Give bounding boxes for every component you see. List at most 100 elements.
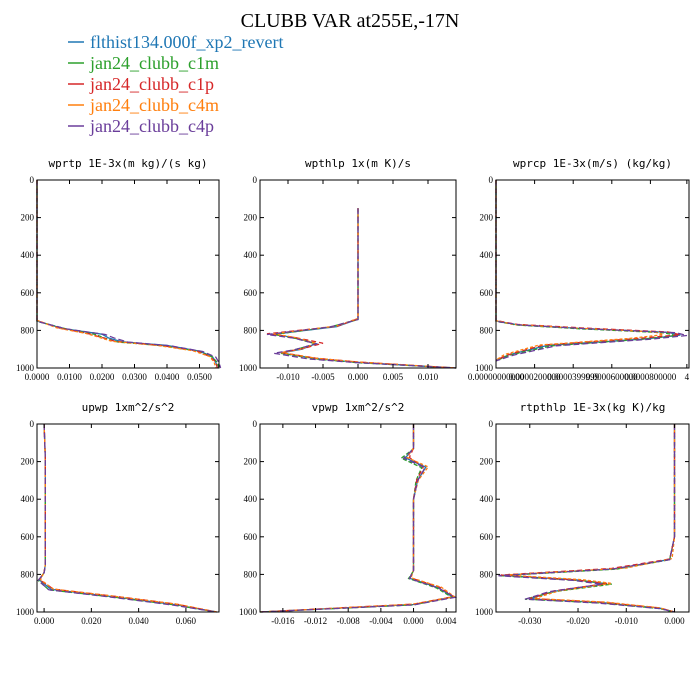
- panel-title: vpwp 1xm^2/s^2: [312, 401, 405, 414]
- series-line: [273, 208, 457, 369]
- x-tick-label: 0.040: [129, 616, 150, 626]
- y-tick-label: 200: [244, 213, 258, 223]
- y-tick-label: 600: [480, 288, 494, 298]
- series-line: [273, 208, 457, 369]
- x-tick-label: 0.0400: [155, 372, 180, 382]
- y-tick-label: 600: [21, 532, 35, 542]
- y-tick-label: 200: [480, 457, 494, 467]
- series-line: [37, 423, 217, 613]
- panels: wprtp 1E-3x(m kg)/(s kg)0200400600800100…: [16, 157, 690, 626]
- x-tick-label: 0.0100: [57, 372, 82, 382]
- series-line: [36, 180, 222, 369]
- series-line: [500, 424, 676, 613]
- chart-panel: vpwp 1xm^2/s^2 0 200 400 600 800 1000 -0.016 -0.…: [239, 401, 458, 626]
- x-tick-label: -0.030: [518, 616, 542, 626]
- x-tick-label: 0.005: [383, 372, 404, 382]
- series-line: [36, 180, 219, 369]
- x-tick-label: -0.010: [615, 616, 639, 626]
- x-tick-label: 0.010: [418, 372, 439, 382]
- y-tick-label: 1000: [16, 607, 35, 617]
- series-line: [266, 208, 457, 369]
- series-line: [37, 423, 217, 613]
- x-tick-label: 0.0000: [25, 372, 50, 382]
- y-tick-label: 600: [21, 288, 35, 298]
- y-tick-label: 600: [480, 532, 494, 542]
- y-tick-label: 0: [253, 419, 258, 429]
- series-line: [36, 180, 219, 369]
- x-tick-label: -0.010: [276, 372, 300, 382]
- series-line: [498, 424, 676, 613]
- plot-frame: [259, 423, 457, 613]
- y-tick-label: 0: [30, 419, 35, 429]
- plot-frame: [495, 179, 690, 369]
- x-tick-label: 0.0300: [122, 372, 147, 382]
- panel-title: wpthlp 1x(m K)/s: [305, 157, 411, 170]
- plot-frame: [36, 179, 220, 369]
- y-tick-label: 0: [253, 175, 258, 185]
- x-tick-label: 0.0000399999: [547, 372, 599, 382]
- x-tick-label: 0.0200: [90, 372, 115, 382]
- panel-title: rtpthlp 1E-3x(kg K)/kg: [520, 401, 666, 414]
- series-line: [36, 180, 220, 369]
- y-tick-label: 200: [480, 213, 494, 223]
- y-tick-label: 800: [480, 325, 494, 335]
- y-tick-label: 800: [21, 569, 35, 579]
- x-tick-label: 0.000: [34, 616, 55, 626]
- y-tick-label: 0: [30, 175, 35, 185]
- series-line: [500, 424, 676, 613]
- x-tick-label: 0.0500: [187, 372, 212, 382]
- x-tick-label: 0.0000800000: [625, 372, 677, 382]
- y-tick-label: 600: [244, 532, 258, 542]
- legend-label: jan24_clubb_c1p: [89, 74, 214, 94]
- y-tick-label: 800: [480, 569, 494, 579]
- x-tick-label: 0.004: [436, 616, 457, 626]
- panel-title: wprcp 1E-3x(m/s) (kg/kg): [513, 157, 672, 170]
- y-tick-label: 400: [21, 494, 35, 504]
- y-tick-label: 400: [21, 250, 35, 260]
- x-tick-label: -0.004: [369, 616, 393, 626]
- y-tick-label: 800: [21, 325, 35, 335]
- x-tick-label: 0.060: [176, 616, 197, 626]
- y-tick-label: 200: [244, 457, 258, 467]
- x-tick-label: -0.012: [304, 616, 327, 626]
- legend: flthist134.000f_xp2_revert jan24_clubb_c1…: [68, 32, 283, 136]
- y-tick-label: 0: [489, 175, 494, 185]
- x-tick-label: 0.020: [81, 616, 102, 626]
- plot-frame: [36, 423, 220, 613]
- x-tick-label: 0.00000000000: [468, 372, 525, 382]
- x-tick-label: 0.000: [403, 616, 424, 626]
- series-line: [36, 180, 217, 369]
- series-line: [500, 424, 676, 613]
- chart-panel: wprcp 1E-3x(m/s) (kg/kg) 0 200 400 600 800 100…: [468, 157, 690, 382]
- series-line: [39, 423, 217, 613]
- y-tick-label: 1000: [239, 363, 258, 373]
- series-line: [259, 424, 454, 613]
- figure-title: CLUBB VAR at255E,-17N: [241, 10, 460, 32]
- y-tick-label: 1000: [239, 607, 258, 617]
- x-tick-label: 0.0000200000: [509, 372, 561, 382]
- series-line: [505, 424, 676, 613]
- series-line: [495, 180, 664, 361]
- series-line: [38, 423, 217, 613]
- chart-panel: rtpthlp 1E-3x(kg K)/kg 0 200 400 600 800 1000 -…: [475, 401, 690, 626]
- x-tick-label: -0.016: [271, 616, 295, 626]
- x-tick-label: 0.000: [664, 616, 685, 626]
- y-tick-label: 200: [21, 457, 35, 467]
- series-line: [38, 423, 217, 613]
- plot-frame: [495, 423, 690, 613]
- chart-panel: wpthlp 1x(m K)/s 0 200 400 600 800 1000 -0.010 -…: [239, 157, 457, 382]
- x-tick-label: -0.008: [337, 616, 361, 626]
- panel-title: upwp 1xm^2/s^2: [82, 401, 175, 414]
- x-tick-label: 4: [685, 372, 690, 382]
- x-tick-label: -0.005: [311, 372, 335, 382]
- series-line: [495, 180, 688, 362]
- y-tick-label: 400: [480, 250, 494, 260]
- chart-panel: wprtp 1E-3x(m kg)/(s kg) 0 200 400 600 800 100…: [16, 157, 222, 382]
- legend-label: flthist134.000f_xp2_revert: [90, 32, 283, 52]
- y-tick-label: 1000: [475, 607, 494, 617]
- series-line: [495, 180, 681, 361]
- series-line: [259, 424, 458, 613]
- y-tick-label: 800: [244, 325, 258, 335]
